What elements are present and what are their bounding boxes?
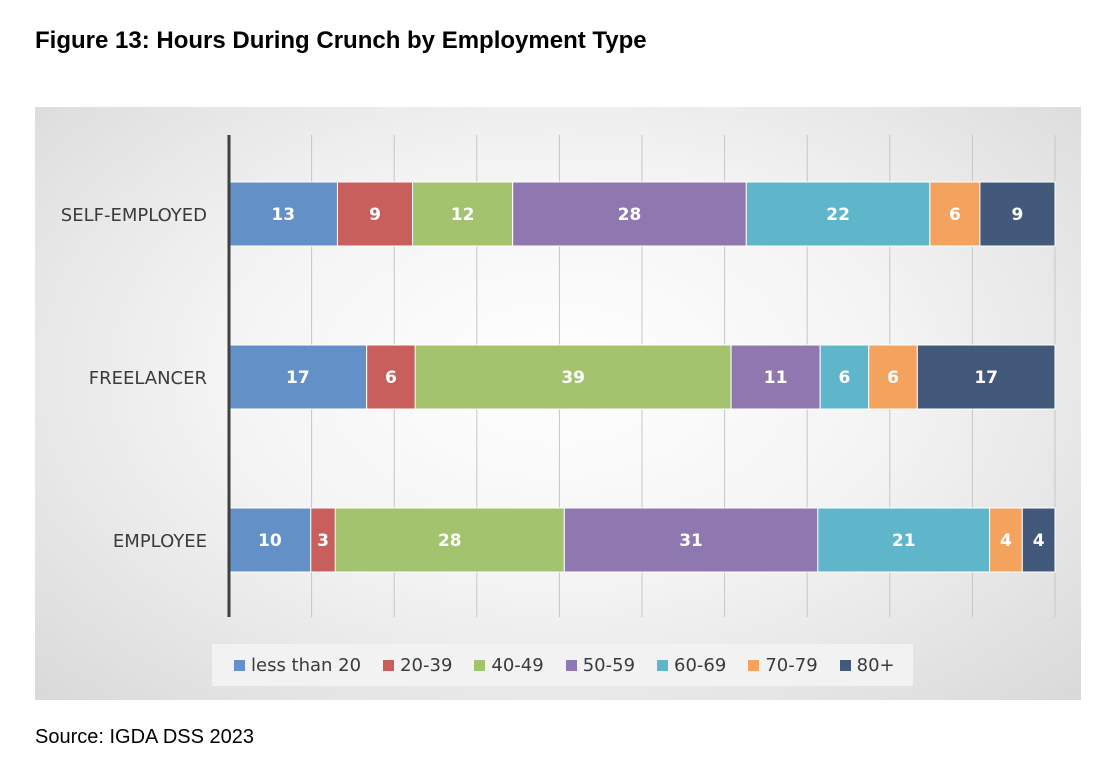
bar-segment-1-0: [228, 344, 368, 410]
figure-source: Source: IGDA DSS 2023: [35, 726, 255, 748]
bar-segment-2-1: [310, 507, 336, 573]
data-label-0-5: 6: [949, 205, 961, 225]
data-label-1-0: 17: [286, 368, 310, 388]
legend-label-0: less than 20: [251, 654, 362, 676]
chart-legend: less than 20 20-39 40-49 50-59 60-69 70-79 80+: [212, 644, 913, 686]
data-label-0-3: 28: [618, 205, 642, 225]
figure-title: Figure 13: Hours During Crunch by Employ…: [35, 27, 647, 54]
bar-segment-1-5: [868, 344, 918, 410]
legend-swatch-5: [748, 659, 760, 671]
legend-item-3: 50-59: [565, 654, 636, 676]
legend-swatch-2: [474, 659, 486, 671]
data-label-2-3: 31: [679, 531, 703, 551]
stacked-bar-chart: SELF-EMPLOYED 13 9 12 28 22 6 9 FREELANCER 17 6 39 1…: [61, 135, 1056, 617]
legend-item-0: less than 20: [234, 655, 361, 676]
legend-item-6: 80+: [839, 654, 895, 676]
bar-segment-2-0: [228, 507, 312, 573]
data-label-2-4: 21: [892, 531, 916, 551]
data-label-1-4: 6: [839, 368, 851, 388]
legend-label-4: 60-69: [674, 654, 727, 676]
category-label-2: EMPLOYEE: [113, 531, 207, 552]
bar-segment-2-4: [817, 507, 991, 573]
bar-segment-2-3: [563, 507, 819, 573]
bar-segment-0-6: [979, 181, 1056, 247]
legend-item-4: 60-69: [657, 655, 726, 676]
data-label-2-6: 4: [1033, 531, 1045, 551]
legend-item-1: 20-39: [383, 655, 452, 676]
data-label-1-2: 39: [561, 368, 585, 388]
data-label-0-4: 22: [826, 205, 850, 225]
data-label-0-1: 9: [369, 205, 381, 225]
bar-segment-0-4: [745, 181, 931, 247]
data-label-0-2: 12: [451, 205, 475, 225]
data-label-0-6: 9: [1012, 205, 1024, 225]
legend-swatch-3: [565, 659, 577, 671]
legend-label-3: 50-59: [582, 654, 636, 676]
bar-segment-0-3: [512, 181, 747, 247]
category-label-1: FREELANCER: [89, 368, 207, 389]
legend-label-5: 70-79: [765, 654, 818, 676]
legend-swatch-1: [383, 659, 395, 671]
legend-label-1: 20-39: [400, 654, 453, 676]
data-label-2-0: 10: [258, 531, 282, 551]
bar-segment-1-2: [414, 344, 732, 410]
bar-segment-0-1: [336, 181, 414, 247]
data-label-2-5: 4: [1000, 531, 1012, 551]
bar-segment-2-6: [1021, 507, 1056, 573]
data-label-2-1: 3: [317, 531, 329, 551]
bar-segment-1-3: [730, 344, 821, 410]
data-label-1-6: 17: [974, 368, 998, 388]
bar-segment-1-6: [916, 344, 1056, 410]
bar-segment-1-4: [819, 344, 870, 410]
bar-segment-2-2: [334, 507, 565, 573]
legend-label-2: 40-49: [491, 654, 544, 676]
bar-segment-1-1: [366, 344, 416, 410]
data-label-2-2: 28: [438, 531, 462, 551]
chart-panel: SELF-EMPLOYED 13 9 12 28 22 6 9 FREELANCER 17 6 39 1…: [35, 107, 1081, 700]
bar-segment-0-2: [412, 181, 514, 247]
legend-swatch-4: [657, 659, 669, 671]
data-label-1-5: 6: [887, 368, 899, 388]
data-label-1-3: 11: [764, 368, 788, 388]
legend-item-2: 40-49: [474, 654, 544, 676]
legend-item-5: 70-79: [748, 654, 818, 676]
data-label-0-0: 13: [271, 205, 295, 225]
bar-segment-0-5: [929, 181, 981, 247]
legend-label-6: 80+: [856, 654, 895, 676]
legend-swatch-6: [839, 659, 851, 671]
legend-swatch-0: [234, 659, 245, 671]
data-label-1-1: 6: [385, 368, 397, 388]
bar-segment-2-5: [989, 507, 1023, 573]
category-label-0: SELF-EMPLOYED: [61, 205, 207, 226]
